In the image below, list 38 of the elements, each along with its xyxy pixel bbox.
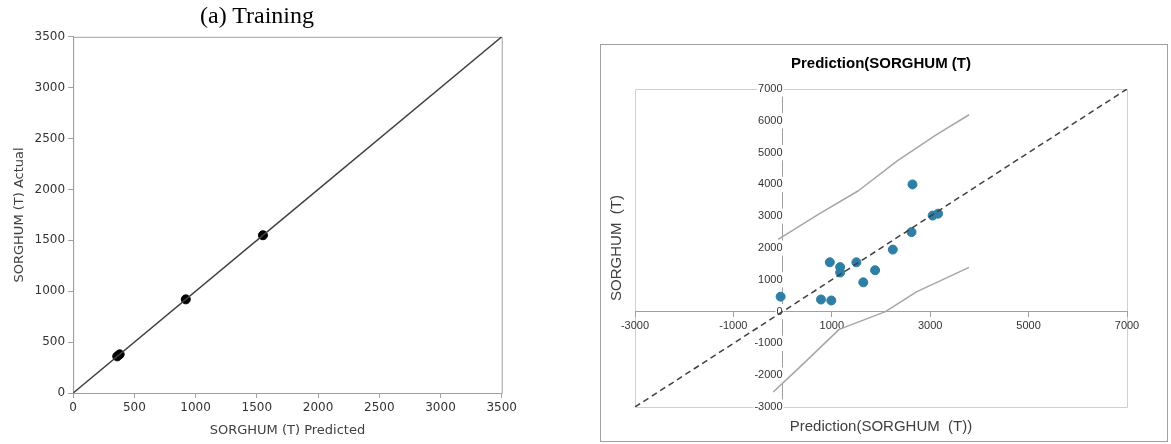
y-tick-label: 2500 [34, 130, 66, 145]
y-tick-label: 2000 [34, 181, 66, 196]
y-tick-label: 1500 [34, 232, 66, 247]
x-tick-label: 1000 [819, 319, 845, 332]
y-tick-label: -2000 [754, 368, 783, 381]
x-tick-label: -1000 [719, 319, 748, 332]
y-tick-label: 0 [57, 385, 66, 400]
x-tick-label: 1500 [241, 400, 273, 415]
x-tick-label: 1000 [180, 400, 211, 415]
chart-title: Prediction(SORGHUM (T) [791, 54, 971, 72]
y-axis-title: SORGHUM (T) [607, 195, 625, 301]
y-tick-label: 2000 [758, 241, 783, 254]
y-tick-label: 1000 [758, 272, 783, 285]
y-tick-label: 500 [42, 334, 66, 349]
y-tick-label: 4000 [758, 177, 783, 190]
x-axis-title: SORGHUM (T) Predicted [209, 421, 366, 437]
y-tick-label: 3500 [34, 28, 66, 43]
y-tick-label: 0 [776, 304, 783, 317]
y-axis-title: SORGHUM (T) Actual [11, 147, 27, 283]
x-tick-label: 3000 [917, 319, 943, 332]
x-tick-label: 7000 [1114, 319, 1140, 332]
x-tick-label: 5000 [1016, 319, 1041, 332]
y-tick-label: 3000 [758, 209, 783, 222]
x-tick-label: 3500 [486, 400, 517, 415]
x-tick-label: 2500 [364, 400, 395, 415]
y-tick-label: 6000 [758, 113, 783, 126]
y-tick-label: 1000 [34, 283, 66, 298]
y-tick-label: -1000 [754, 336, 783, 349]
x-tick-label: 500 [122, 400, 146, 415]
y-tick-label: 5000 [758, 145, 783, 158]
y-tick-label: 3000 [34, 79, 66, 94]
x-tick-label: 2000 [302, 400, 334, 415]
x-axis-title: Prediction(SORGHUM (T)) [789, 416, 973, 434]
y-tick-label: 7000 [758, 82, 783, 95]
x-tick-label: 3000 [425, 400, 456, 415]
x-tick-label: -3000 [620, 319, 650, 332]
chart-title: (a) Training [200, 1, 314, 28]
x-tick-label: 0 [69, 400, 77, 415]
